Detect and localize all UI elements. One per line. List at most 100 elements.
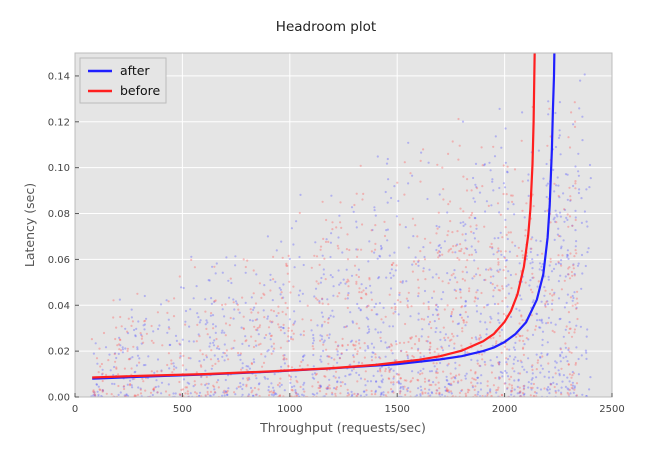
scatter-point-before (436, 368, 439, 371)
scatter-point-before (481, 358, 484, 361)
scatter-point-after (348, 373, 351, 376)
scatter-point-after (135, 364, 138, 367)
scatter-point-after (491, 364, 494, 367)
scatter-point-before (236, 303, 239, 306)
scatter-point-after (210, 297, 213, 300)
scatter-point-before (392, 375, 396, 378)
scatter-point-after (172, 362, 175, 365)
scatter-point-before (356, 248, 359, 251)
scatter-point-before (435, 376, 438, 379)
scatter-point-before (490, 242, 493, 245)
scatter-point-after (224, 378, 227, 382)
scatter-point-after (152, 389, 155, 392)
scatter-point-before (414, 224, 417, 227)
scatter-point-before (502, 312, 505, 316)
scatter-point-before (399, 350, 402, 353)
scatter-point-after (547, 376, 551, 379)
scatter-point-after (365, 316, 368, 319)
scatter-point-before (318, 301, 321, 304)
scatter-point-after (411, 263, 414, 266)
scatter-point-after (330, 194, 333, 197)
scatter-point-after (465, 372, 468, 375)
scatter-point-before (279, 329, 282, 332)
scatter-point-before (295, 391, 298, 395)
scatter-point-before (432, 362, 435, 365)
scatter-point-before (306, 304, 309, 307)
scatter-point-after (133, 371, 136, 374)
scatter-point-after (269, 273, 272, 276)
scatter-point-before (267, 326, 271, 329)
scatter-point-after (454, 377, 457, 380)
scatter-point-after (544, 304, 547, 307)
scatter-point-after (130, 308, 133, 311)
scatter-point-after (530, 382, 533, 385)
scatter-point-before (452, 245, 455, 248)
scatter-point-before (224, 303, 227, 306)
scatter-point-before (112, 316, 115, 319)
scatter-point-before (368, 276, 371, 280)
scatter-point-after (345, 325, 349, 328)
scatter-point-after (572, 123, 575, 126)
scatter-point-after (320, 276, 323, 280)
scatter-point-after (297, 393, 300, 396)
scatter-point-before (257, 343, 260, 346)
scatter-point-after (435, 273, 438, 276)
scatter-point-before (242, 327, 245, 331)
scatter-point-before (233, 391, 236, 394)
scatter-point-before (429, 241, 432, 244)
scatter-point-after (180, 286, 183, 289)
scatter-point-after (313, 372, 317, 375)
scatter-point-after (303, 381, 306, 384)
scatter-point-after (507, 358, 510, 361)
scatter-point-after (417, 387, 420, 390)
scatter-point-before (464, 392, 467, 395)
scatter-point-before (430, 326, 433, 330)
scatter-point-before (339, 201, 342, 204)
scatter-point-after (540, 364, 543, 367)
scatter-point-before (530, 314, 533, 317)
scatter-point-before (277, 323, 280, 326)
scatter-point-before (322, 237, 325, 240)
scatter-point-before (353, 392, 356, 395)
scatter-point-before (529, 386, 533, 389)
scatter-point-after (541, 338, 544, 341)
scatter-point-before (122, 385, 126, 388)
scatter-point-after (129, 357, 132, 360)
scatter-point-after (572, 391, 575, 394)
scatter-point-after (503, 186, 507, 189)
scatter-point-before (285, 358, 288, 361)
scatter-point-after (559, 317, 562, 320)
scatter-point-before (549, 260, 552, 263)
scatter-point-after (498, 321, 501, 324)
scatter-point-after (234, 393, 237, 396)
scatter-point-before (100, 362, 103, 366)
scatter-point-after (464, 304, 467, 307)
scatter-point-before (516, 254, 519, 258)
scatter-point-after (502, 182, 505, 185)
scatter-point-before (394, 308, 397, 311)
scatter-point-before (438, 254, 441, 257)
scatter-point-before (414, 335, 418, 338)
scatter-point-before (346, 233, 349, 236)
scatter-point-before (392, 261, 395, 265)
scatter-point-after (461, 120, 465, 123)
scatter-point-after (283, 358, 286, 361)
scatter-point-after (571, 299, 574, 302)
scatter-point-before (421, 392, 424, 395)
scatter-point-before (288, 375, 291, 378)
scatter-point-before (455, 297, 458, 300)
scatter-point-before (468, 389, 471, 392)
scatter-point-after (464, 324, 467, 327)
scatter-point-before (501, 300, 504, 303)
scatter-point-after (547, 100, 550, 103)
scatter-point-before (229, 277, 232, 280)
scatter-point-before (451, 332, 454, 335)
scatter-point-after (514, 341, 517, 344)
scatter-point-after (417, 371, 420, 374)
scatter-point-before (352, 367, 355, 370)
scatter-point-before (567, 331, 571, 334)
scatter-point-after (543, 375, 546, 378)
scatter-point-after (213, 388, 216, 391)
scatter-point-after (390, 196, 393, 200)
scatter-point-after (195, 285, 198, 288)
